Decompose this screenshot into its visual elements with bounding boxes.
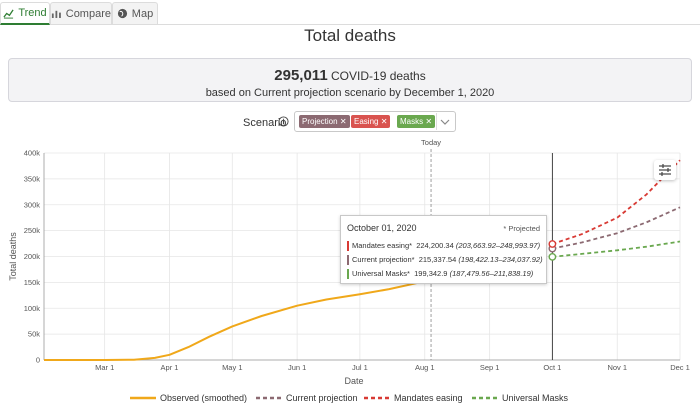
summary-scenario-line: based on Current projection scenario by … xyxy=(205,87,495,99)
x-tick-label: May 1 xyxy=(222,363,242,372)
y-tick-label: 50k xyxy=(28,330,40,339)
series-line-observed-smoothed xyxy=(44,278,432,361)
y-tick-label: 400k xyxy=(24,149,41,158)
tooltip-row-range: (198,422.13–234,037.92) xyxy=(458,255,543,264)
scenario-select[interactable]: Projection ✕ Easing ✕ Masks ✕ xyxy=(294,111,456,132)
tooltip-row-range: (203,663.92–248,993.97) xyxy=(455,241,541,250)
tooltip-swatch xyxy=(347,241,349,251)
death-count-suffix: COVID-19 deaths xyxy=(331,69,426,83)
tooltip-date: October 01, 2020 xyxy=(347,223,417,233)
tab-label: Trend xyxy=(18,7,47,19)
x-tick-label: Nov 1 xyxy=(607,363,627,372)
chip-remove-icon[interactable]: ✕ xyxy=(339,117,347,126)
x-tick-label: Aug 1 xyxy=(415,363,435,372)
tab-label: Compare xyxy=(65,7,111,20)
legend-item-masks[interactable]: Universal Masks xyxy=(472,392,568,404)
hover-points xyxy=(548,240,557,261)
y-tick-label: 350k xyxy=(24,174,41,183)
legend-label: Current projection xyxy=(286,393,358,403)
chip-easing[interactable]: Easing ✕ xyxy=(351,115,391,128)
y-axis: 0 50k 100k 150k 200k 250k 300k 350k 400k xyxy=(24,149,41,365)
x-tick-label: Sep 1 xyxy=(480,363,500,372)
x-axis-title: Date xyxy=(344,376,363,386)
chevron-down-icon[interactable] xyxy=(436,113,453,130)
legend-item-easing[interactable]: Mandates easing xyxy=(364,392,463,404)
chart-tooltip: October 01, 2020 * Projected Mandates ea… xyxy=(340,215,547,284)
y-tick-label: 250k xyxy=(24,226,41,235)
tooltip-row-value: 215,337.54 xyxy=(418,255,457,264)
chip-remove-icon[interactable]: ✕ xyxy=(425,117,433,126)
chip-remove-icon[interactable]: ✕ xyxy=(380,117,388,126)
chip-label: Masks xyxy=(400,117,424,126)
sliders-icon xyxy=(659,164,671,176)
bar-chart-icon xyxy=(51,10,61,18)
page-title: Total deaths xyxy=(304,26,396,45)
summary-count-line: 295,011 COVID-19 deaths xyxy=(9,67,691,84)
legend-swatch xyxy=(130,396,156,400)
tab-label: Map xyxy=(131,7,154,20)
x-tick-label: Apr 1 xyxy=(161,363,179,372)
y-tick-label: 300k xyxy=(24,200,41,209)
legend-item-current[interactable]: Current projection xyxy=(256,392,358,404)
hover-point xyxy=(548,252,557,261)
tooltip-row-range: (187,479.56–211,838.19) xyxy=(449,269,534,278)
death-count: 295,011 xyxy=(274,67,328,84)
tooltip-row-masks: Universal Masks* 199,342.9 (187,479.56–2… xyxy=(347,269,533,279)
y-tick-label: 200k xyxy=(24,252,41,261)
chip-masks[interactable]: Masks ✕ xyxy=(397,115,436,128)
globe-icon xyxy=(117,8,127,19)
tooltip-row-label: Universal Masks* xyxy=(352,269,410,278)
tooltip-swatch xyxy=(347,269,349,279)
y-tick-label: 150k xyxy=(24,278,41,287)
chip-label: Easing xyxy=(354,117,379,126)
legend-label: Observed (smoothed) xyxy=(160,393,248,403)
legend-item-observed[interactable]: Observed (smoothed) xyxy=(130,392,247,404)
x-tick-label: Dec 1 xyxy=(670,363,690,372)
tooltip-projected-note: * Projected xyxy=(503,224,540,233)
chart-settings-button[interactable] xyxy=(654,160,676,180)
tab-compare[interactable]: Compare xyxy=(50,2,112,24)
chart-legend: Observed (smoothed) Current projection M… xyxy=(0,392,700,404)
tooltip-swatch xyxy=(347,255,349,265)
legend-swatch xyxy=(364,396,390,400)
series-line-universal-masks xyxy=(552,240,681,258)
tooltip-row-value: 224,200.34 xyxy=(416,241,454,250)
x-tick-label: Jul 1 xyxy=(352,363,368,372)
tab-map[interactable]: Map xyxy=(112,2,158,24)
legend-swatch xyxy=(472,396,498,400)
chart-series xyxy=(44,159,681,361)
summary-panel: 295,011 COVID-19 deaths based on Current… xyxy=(8,58,692,102)
legend-label: Universal Masks xyxy=(502,393,569,403)
tooltip-row-easing: Mandates easing* 224,200.34 (203,663.92–… xyxy=(347,241,540,251)
series-line-current-projection xyxy=(552,206,681,250)
hover-point xyxy=(548,240,557,248)
tooltip-row-label: Mandates easing* xyxy=(352,241,413,250)
y-axis-title: Total deaths xyxy=(8,232,18,281)
tooltip-row-current: Current projection* 215,337.54 (198,422.… xyxy=(347,255,543,265)
tooltip-row-value: 199,342.9 xyxy=(414,269,448,278)
x-tick-label: Mar 1 xyxy=(95,363,114,372)
tab-bar: Trend Compare Map xyxy=(0,0,700,25)
y-tick-label: 100k xyxy=(24,304,41,313)
x-tick-label: Jun 1 xyxy=(288,363,306,372)
tab-trend[interactable]: Trend xyxy=(0,2,50,25)
x-tick-label: Oct 1 xyxy=(543,363,561,372)
chip-projection[interactable]: Projection ✕ xyxy=(299,115,350,128)
chip-label: Projection xyxy=(302,117,338,126)
today-label: Today xyxy=(421,138,441,147)
legend-swatch xyxy=(256,396,282,400)
legend-label: Mandates easing xyxy=(394,393,463,403)
scenario-label: Scenario xyxy=(243,117,287,129)
series-line-mandates-easing xyxy=(552,159,681,245)
x-axis: Mar 1 Apr 1 May 1 Jun 1 Jul 1 Aug 1 Sep 1 Oct 1… xyxy=(95,363,690,372)
y-tick-label: 0 xyxy=(36,356,40,365)
line-chart-icon xyxy=(3,8,14,19)
tooltip-row-label: Current projection* xyxy=(352,255,415,264)
info-icon[interactable] xyxy=(278,116,289,127)
